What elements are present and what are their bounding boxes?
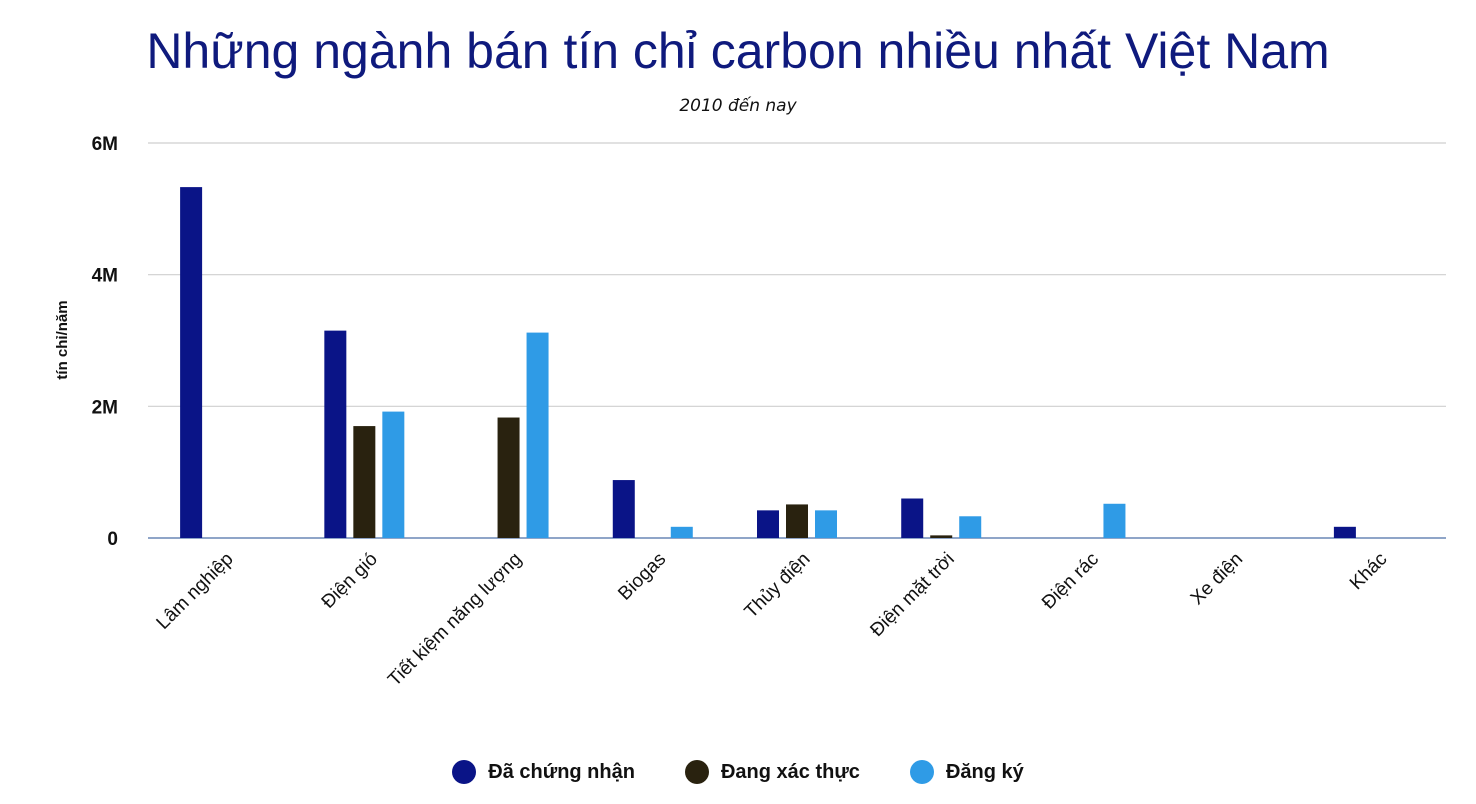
legend: Đã chứng nhận Đang xác thực Đăng ký — [0, 760, 1476, 784]
x-tick-label: Tiết kiệm năng lượng — [384, 549, 526, 691]
x-tick-label: Điện gió — [318, 549, 382, 613]
y-axis-label: tín chỉ/năm — [54, 300, 71, 379]
bar — [959, 516, 982, 538]
bar — [786, 504, 808, 538]
x-tick-label: Điện mặt trời — [866, 549, 958, 641]
x-tick-label: Điện rác — [1038, 549, 1103, 614]
bar — [497, 417, 520, 538]
bar — [382, 411, 405, 538]
bar — [612, 480, 635, 538]
chart-title: Những ngành bán tín chỉ carbon nhiều nhấ… — [146, 23, 1330, 79]
bar-chart: 0 2M 4M 6M Lâm nghiệp Điện gió Tiết kiệm năng… — [54, 134, 1446, 691]
legend-swatch — [452, 760, 477, 784]
legend-label: Đã chứng nhận — [488, 760, 635, 783]
x-tick-label: Khác — [1346, 549, 1391, 594]
y-tick-label: 4M — [92, 266, 118, 287]
bar — [324, 330, 347, 538]
legend-item-certified: Đã chứng nhận — [452, 760, 635, 784]
bar — [180, 187, 203, 538]
bar — [1103, 503, 1126, 538]
x-tick-label: Thủy điện — [741, 549, 815, 623]
y-tick-label: 2M — [92, 397, 118, 418]
legend-swatch — [909, 760, 934, 784]
bar — [930, 535, 953, 538]
bar — [670, 526, 693, 538]
x-tick-label: Xe điện — [1187, 549, 1247, 609]
chart-subtitle: 2010 đến nay — [679, 96, 797, 116]
y-tick-label: 0 — [107, 529, 118, 550]
bar — [526, 332, 549, 538]
legend-item-validating: Đang xác thực — [684, 760, 860, 784]
bar — [1333, 526, 1356, 538]
y-tick-labels: 0 2M 4M 6M — [92, 134, 118, 550]
bar — [757, 510, 779, 538]
bar — [815, 510, 837, 538]
bar — [353, 426, 376, 538]
x-tick-label: Biogas — [614, 549, 670, 605]
legend-label: Đang xác thực — [720, 760, 860, 783]
legend-swatch — [684, 760, 709, 784]
bars — [180, 187, 1356, 538]
legend-item-registered: Đăng ký — [909, 760, 1024, 784]
x-tick-label: Lâm nghiệp — [153, 549, 238, 634]
x-tick-labels: Lâm nghiệp Điện gió Tiết kiệm năng lượng Bi… — [153, 549, 1392, 691]
y-tick-label: 6M — [92, 134, 118, 155]
legend-label: Đăng ký — [945, 760, 1024, 783]
bar — [901, 498, 924, 538]
